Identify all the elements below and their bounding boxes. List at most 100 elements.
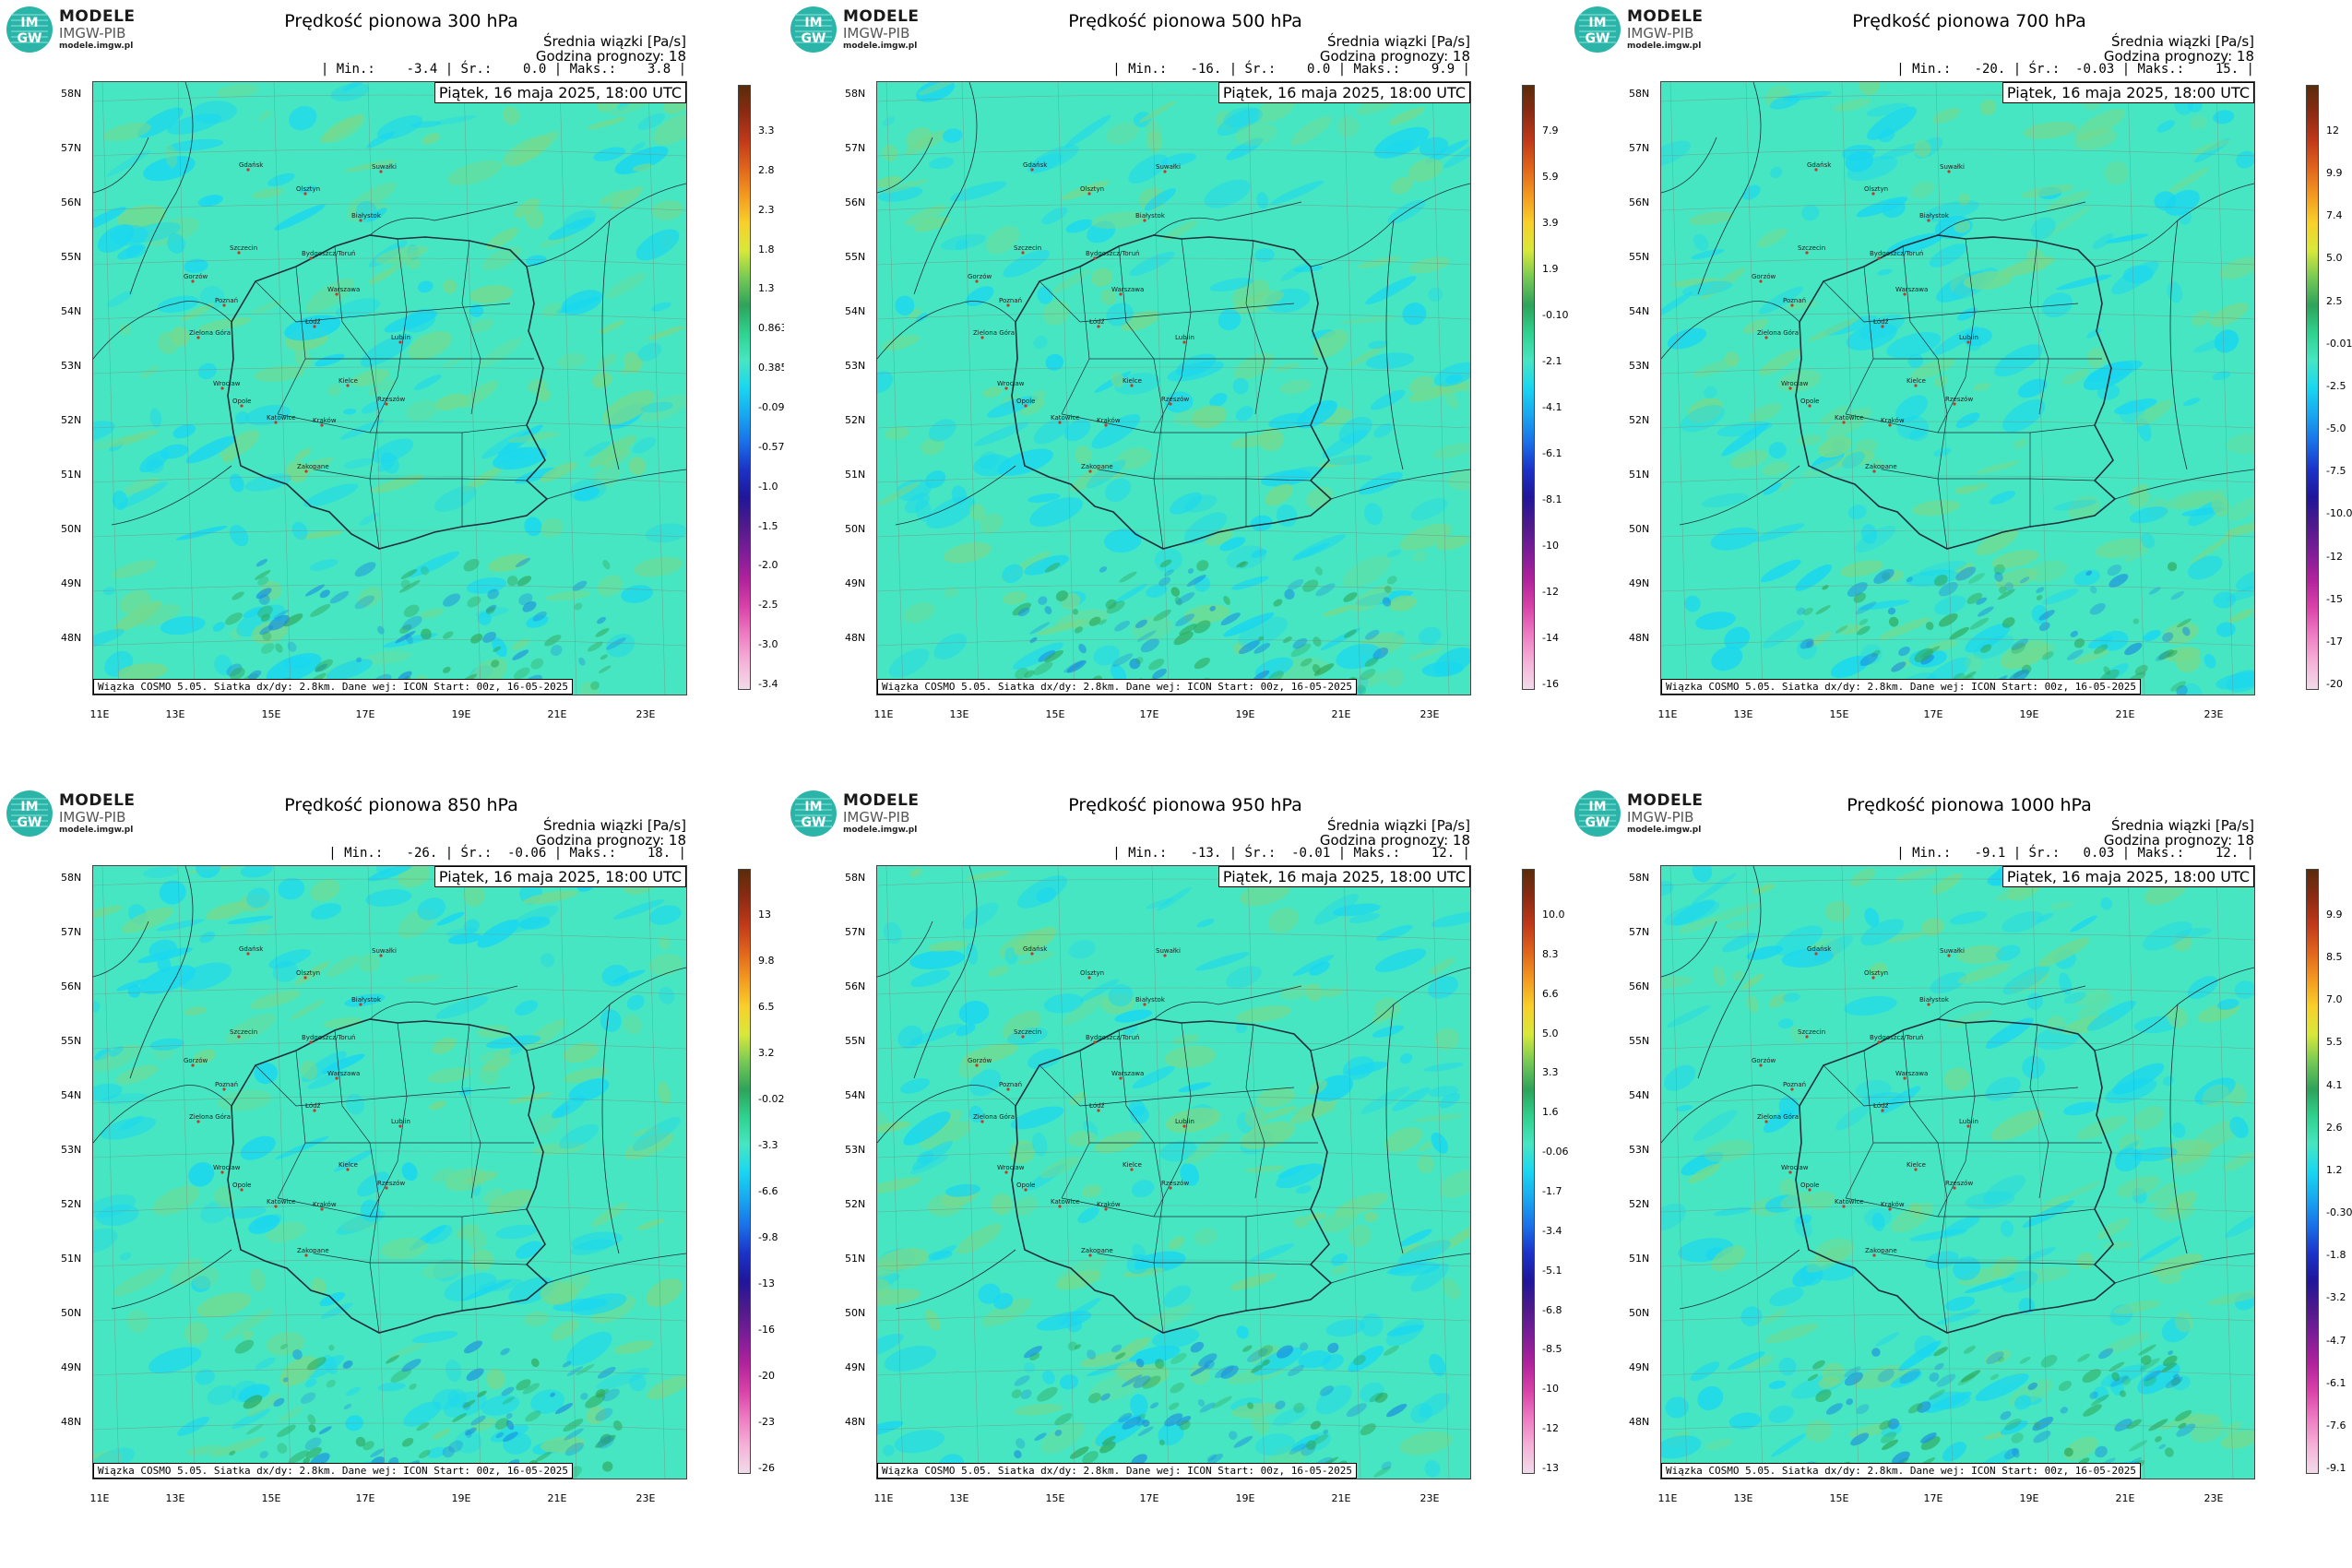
city-label: Gorzów xyxy=(184,1057,208,1064)
panel-subtitle: Średnia wiązki [Pa/s] xyxy=(542,817,686,834)
longitude-label: 17E xyxy=(1139,708,1159,720)
longitude-label: 11E xyxy=(1657,1492,1678,1504)
colorbar xyxy=(2306,85,2319,690)
city-label: Szczecin xyxy=(230,1028,257,1036)
colorbar-tick-label: -4.7 xyxy=(2326,1334,2346,1347)
imgw-logo-icon: IM GW xyxy=(790,790,837,837)
city-label: Katowice xyxy=(267,414,296,422)
latitude-label: 56N xyxy=(1629,980,1650,992)
city-label: Lublin xyxy=(391,1118,410,1125)
brand-url: modele.imgw.pl xyxy=(59,826,134,835)
latitude-label: 54N xyxy=(845,1089,866,1101)
city-label: Białystok xyxy=(1135,212,1166,220)
longitude-label: 13E xyxy=(1733,1492,1753,1504)
city-label: Poznań xyxy=(999,297,1022,304)
city-label: Białystok xyxy=(351,996,382,1004)
latitude-label: 55N xyxy=(61,251,82,263)
longitude-label: 11E xyxy=(873,1492,894,1504)
city-label: Gorzów xyxy=(1752,1057,1776,1064)
valid-date: Piątek, 16 maja 2025, 18:00 UTC xyxy=(1218,866,1470,887)
longitude-label: 19E xyxy=(2019,708,2039,720)
colorbar-tick-label: 10.0 xyxy=(1542,909,1565,921)
city-label: Kielce xyxy=(339,377,358,385)
forecast-panel: IM GW MODELE IMGW-PIB modele.imgw.pl Prędkość… xyxy=(1568,0,2352,784)
city-label: Zakopane xyxy=(1865,1247,1897,1254)
colorbar-tick-label: -1.8 xyxy=(2326,1249,2346,1262)
city-label: Szczecin xyxy=(1014,244,1041,252)
city-label: Suwałki xyxy=(1940,947,1965,955)
longitude-label: 13E xyxy=(165,708,185,720)
city-label: Lublin xyxy=(1175,1118,1194,1125)
latitude-label: 57N xyxy=(845,142,866,154)
longitude-label: 23E xyxy=(636,1492,656,1504)
brand-org: IMGW-PIB xyxy=(1627,809,1694,826)
map-area[interactable]: Gdańsk Suwałki Olsztyn Białystok Szczecin Byd… xyxy=(876,81,1471,695)
map-area[interactable]: Gdańsk Suwałki Olsztyn Białystok Szczecin Byd… xyxy=(92,81,687,695)
colorbar-tick-label: -12 xyxy=(1542,586,1559,598)
city-label: Poznań xyxy=(215,297,238,304)
colorbar-tick-label: -10.0 xyxy=(2326,507,2352,520)
forecast-hour: Godzina prognozy: 18 xyxy=(535,832,686,849)
city-label: Wrocław xyxy=(213,1164,241,1171)
city-label: Poznań xyxy=(999,1081,1022,1088)
map-area[interactable]: Gdańsk Suwałki Olsztyn Białystok Szczecin Byd… xyxy=(92,865,687,1479)
forecast-panel: IM GW MODELE IMGW-PIB modele.imgw.pl Prędkość… xyxy=(784,0,1568,784)
stats-line: | Min.: -9.1 | Śr.: 0.03 | Maks.: 12. | xyxy=(1896,846,2254,861)
colorbar-tick-label: -0.300 xyxy=(2326,1206,2352,1219)
colorbar-tick-label: -9.1 xyxy=(2326,1462,2346,1474)
longitude-label: 23E xyxy=(2204,1492,2224,1504)
city-label: Rzeszów xyxy=(1945,1180,1973,1187)
city-label: Łódź xyxy=(304,318,321,326)
colorbar-tick-label: -6.6 xyxy=(758,1185,778,1197)
city-label: Lublin xyxy=(1175,334,1194,341)
latitude-label: 52N xyxy=(61,414,82,426)
panel-subtitle: Średnia wiązki [Pa/s] xyxy=(542,33,686,50)
panel-title: Prędkość pionowa 300 hPa xyxy=(284,11,518,31)
city-label: Bydgoszcz/Toruń xyxy=(1086,1034,1139,1041)
panel-subtitle: Średnia wiązki [Pa/s] xyxy=(1326,817,1470,834)
latitude-label: 53N xyxy=(845,360,866,372)
imgw-logo-icon: IM GW xyxy=(1574,790,1621,837)
brand-url: modele.imgw.pl xyxy=(1627,42,1702,51)
city-label: Olsztyn xyxy=(1864,969,1888,977)
latitude-label: 54N xyxy=(1629,305,1650,317)
svg-text:GW: GW xyxy=(18,31,42,46)
city-label: Olsztyn xyxy=(1080,185,1104,193)
colorbar-tick-label: 3.9 xyxy=(1542,217,1559,229)
latitude-label: 55N xyxy=(1629,1035,1650,1047)
brand-url: modele.imgw.pl xyxy=(843,42,918,51)
colorbar-tick-label: -5.1 xyxy=(1542,1264,1562,1277)
city-label: Gorzów xyxy=(968,1057,992,1064)
colorbar-tick-label: 9.9 xyxy=(2326,909,2343,921)
longitude-label: 19E xyxy=(451,1492,471,1504)
longitude-label: 13E xyxy=(949,708,969,720)
panel-title: Prędkość pionowa 850 hPa xyxy=(284,795,518,815)
map-area[interactable]: Gdańsk Suwałki Olsztyn Białystok Szczecin Byd… xyxy=(1660,81,2255,695)
latitude-label: 49N xyxy=(845,1361,866,1373)
longitude-label: 17E xyxy=(1139,1492,1159,1504)
panel-title: Prędkość pionowa 700 hPa xyxy=(1852,11,2086,31)
city-label: Gdańsk xyxy=(1807,161,1832,169)
latitude-label: 55N xyxy=(61,1035,82,1047)
colorbar-tick-label: 3.3 xyxy=(1542,1066,1559,1079)
latitude-label: 53N xyxy=(845,1144,866,1156)
latitude-label: 50N xyxy=(1629,523,1650,535)
longitude-label: 23E xyxy=(1420,708,1440,720)
city-label: Kielce xyxy=(1907,377,1926,385)
colorbar-tick-label: -10 xyxy=(1542,1383,1559,1396)
forecast-hour: Godzina prognozy: 18 xyxy=(1319,48,1470,65)
colorbar-tick-label: 9.9 xyxy=(2326,167,2343,180)
map-area[interactable]: Gdańsk Suwałki Olsztyn Białystok Szczecin Byd… xyxy=(876,865,1471,1479)
city-label: Olsztyn xyxy=(296,185,320,193)
city-label: Suwałki xyxy=(372,163,397,171)
city-label: Zakopane xyxy=(297,1247,329,1254)
city-label: Gdańsk xyxy=(239,945,264,953)
city-label: Białystok xyxy=(1919,212,1950,220)
map-area[interactable]: Gdańsk Suwałki Olsztyn Białystok Szczecin Byd… xyxy=(1660,865,2255,1479)
city-label: Zielona Góra xyxy=(189,329,231,337)
longitude-label: 15E xyxy=(1045,708,1065,720)
longitude-label: 21E xyxy=(1331,708,1351,720)
colorbar-tick-label: -4.1 xyxy=(1542,401,1562,413)
latitude-label: 51N xyxy=(1629,469,1650,481)
svg-text:IM: IM xyxy=(20,800,38,814)
